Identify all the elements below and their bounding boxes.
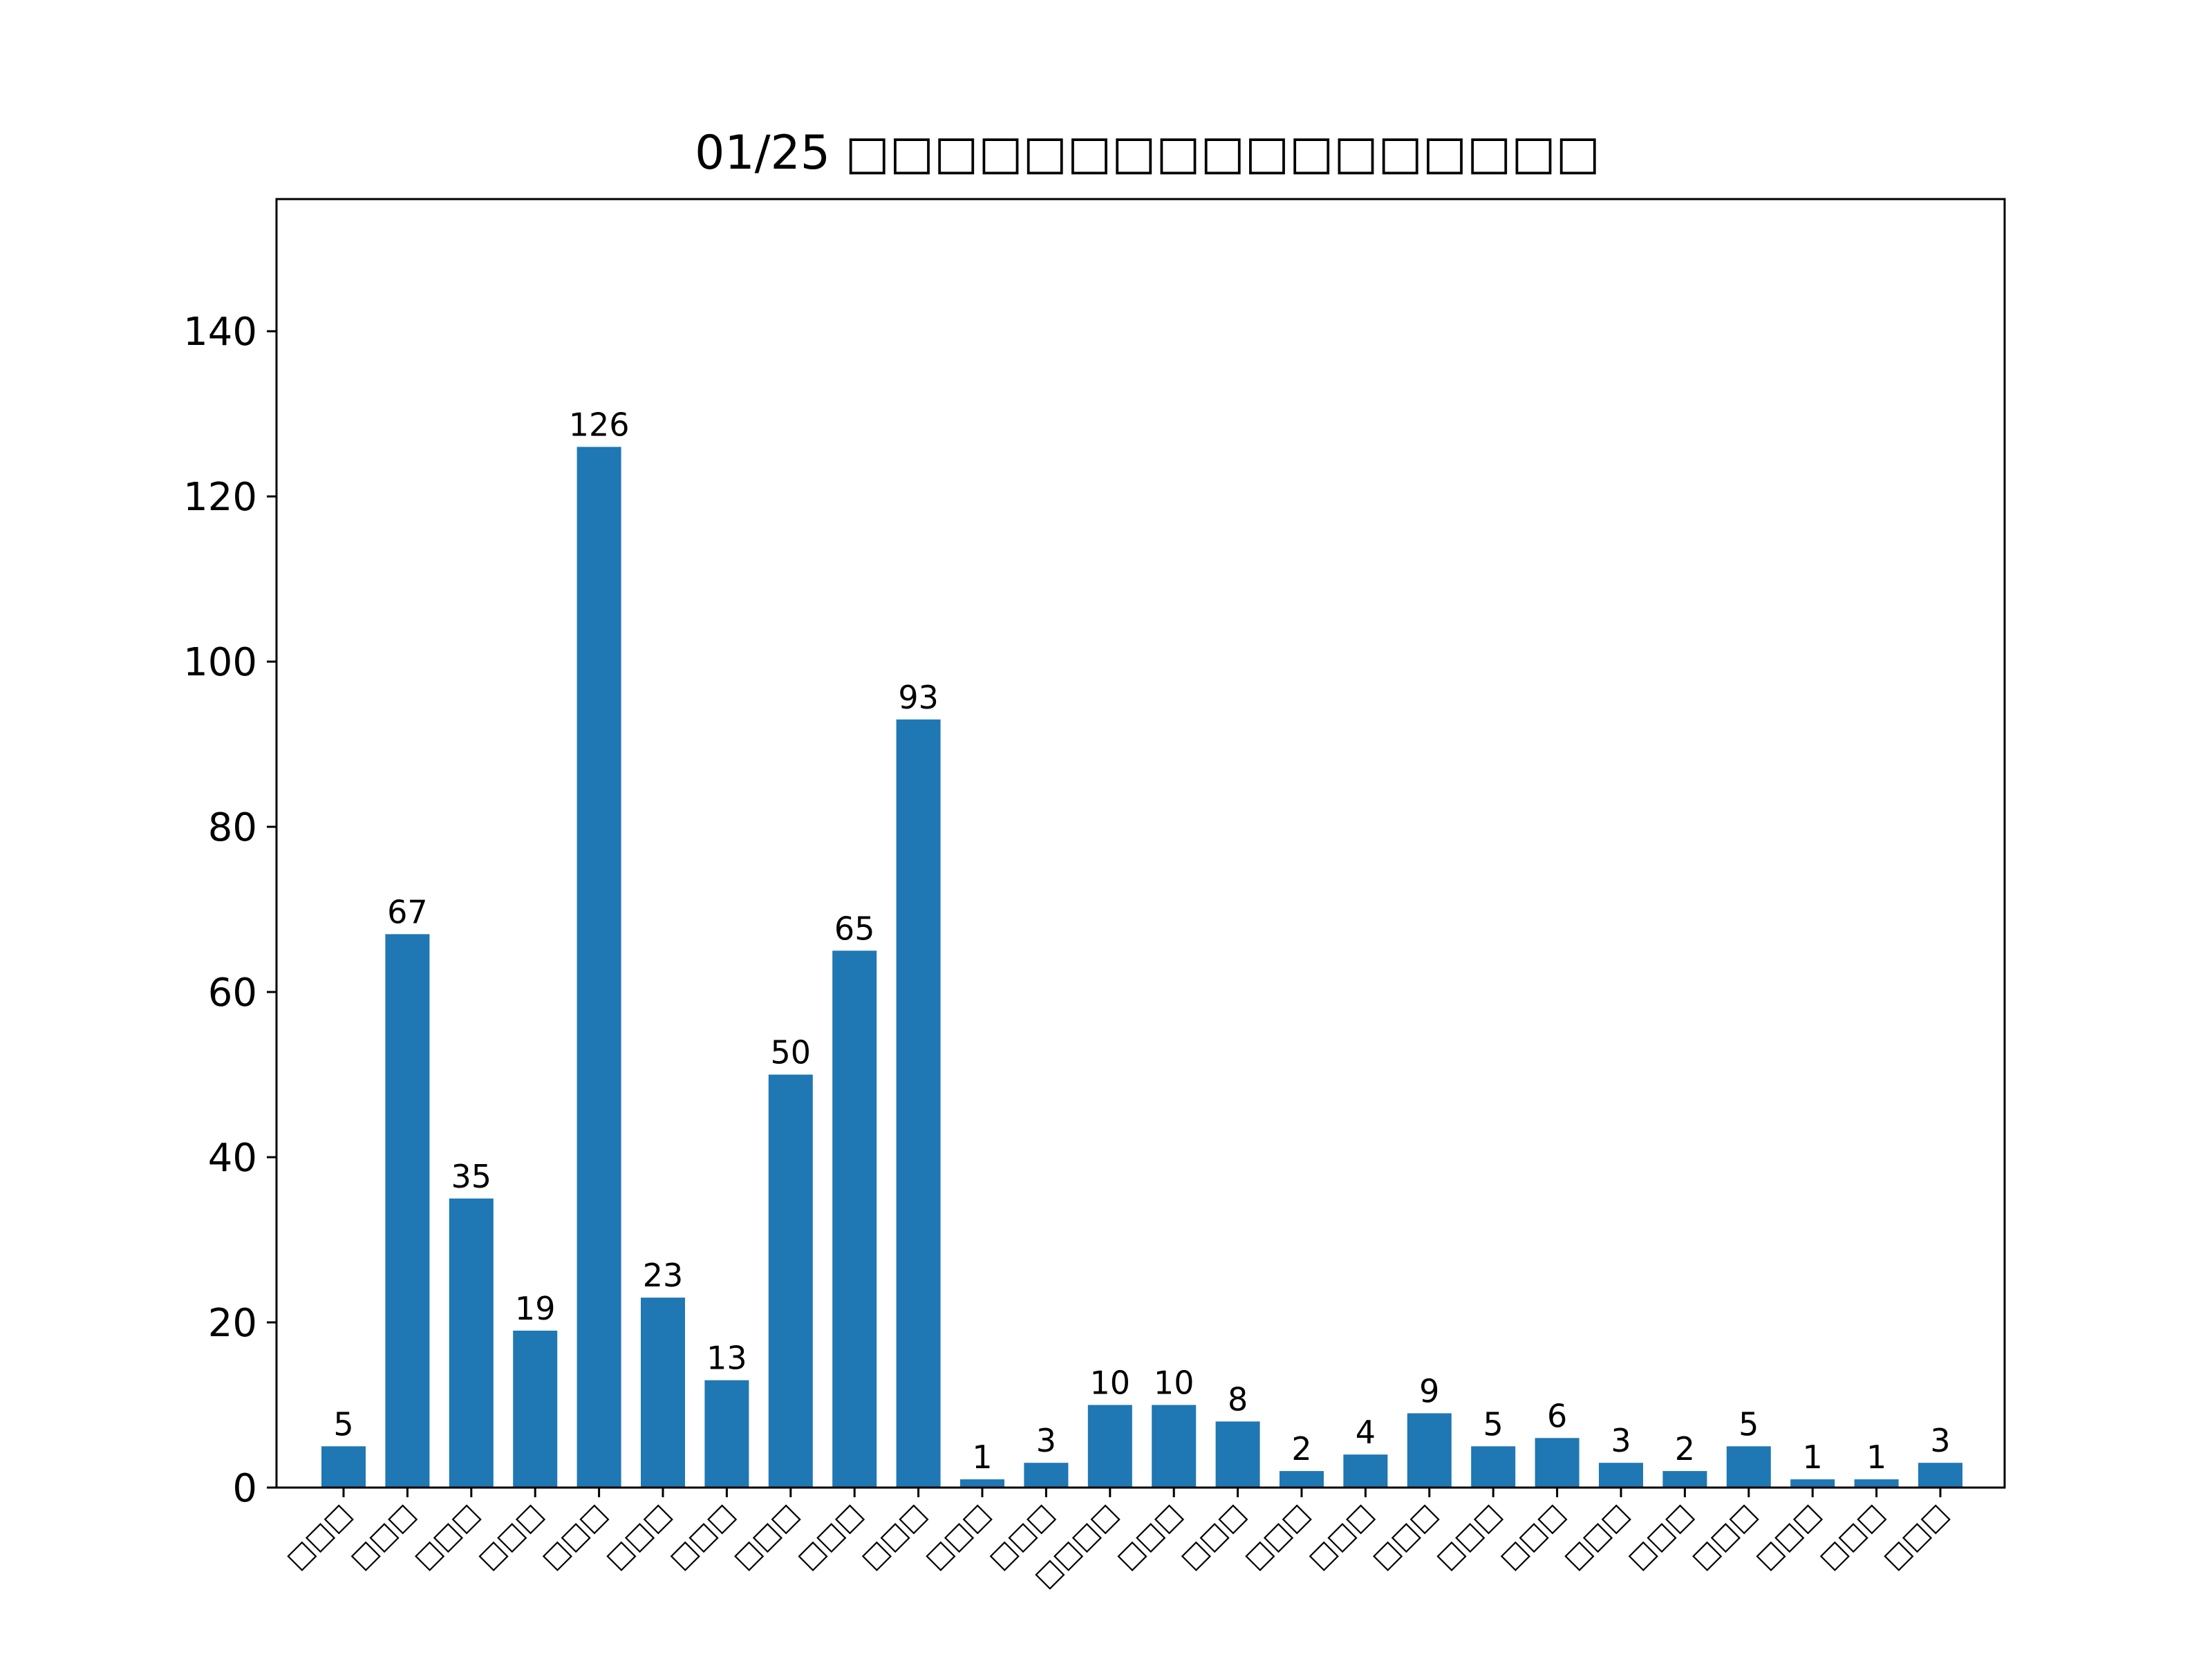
y-tick-label: 60 <box>208 971 257 1015</box>
bar-value-label: 10 <box>1090 1365 1131 1402</box>
bar-value-label: 1 <box>1803 1438 1823 1476</box>
bar-value-label: 5 <box>333 1405 353 1443</box>
bar <box>1024 1463 1069 1488</box>
bar <box>1280 1471 1324 1488</box>
y-tick-label: 140 <box>183 310 257 355</box>
x-tick-label: □□□ <box>1750 1498 1828 1576</box>
bar-value-label: 5 <box>1738 1405 1759 1443</box>
bar <box>385 934 430 1488</box>
y-tick-label: 0 <box>232 1466 257 1511</box>
bar <box>832 950 877 1488</box>
x-tick-label: □□□ <box>1622 1498 1700 1576</box>
bar-value-label: 13 <box>706 1340 747 1377</box>
bar-value-label: 3 <box>1930 1422 1950 1459</box>
x-tick-label: □□□ <box>280 1498 358 1576</box>
x-tick-label: □□□ <box>919 1498 997 1576</box>
y-axis: 0 20 40 60 80 100 120 140 <box>183 310 276 1511</box>
y-tick-label: 80 <box>208 805 257 850</box>
y-tick-label: 40 <box>208 1136 257 1181</box>
y-tick-label: 100 <box>183 640 257 685</box>
x-tick-label: □□□ <box>1685 1498 1763 1576</box>
bar-value-label: 2 <box>1675 1430 1695 1468</box>
bar <box>1599 1463 1643 1488</box>
bar-value-label: 19 <box>515 1290 556 1327</box>
bar-value-label: 3 <box>1611 1422 1631 1459</box>
bar <box>896 719 941 1488</box>
bar <box>1471 1446 1516 1488</box>
bar-value-label: 5 <box>1483 1405 1503 1443</box>
bar <box>1152 1405 1197 1488</box>
x-tick-label: □□□ <box>344 1498 422 1576</box>
bar <box>1087 1405 1132 1488</box>
bar-value-label: 50 <box>771 1034 812 1071</box>
bar-value-label: 93 <box>898 679 939 716</box>
bar-value-label: 4 <box>1356 1414 1376 1451</box>
bar-value-label: 1 <box>972 1438 992 1476</box>
bar-value-label: 1 <box>1866 1438 1886 1476</box>
x-tick-label: □□□ <box>1174 1498 1253 1576</box>
bar <box>960 1479 1004 1488</box>
x-tick-label: □□□ <box>1302 1498 1380 1576</box>
chart-title: 01/25 □□□□□□□□□□□□□□□□□ <box>695 126 1600 180</box>
y-tick-label: 120 <box>183 475 257 520</box>
bar-value-label: 67 <box>387 893 428 930</box>
bar <box>1918 1463 1962 1488</box>
y-tick-label: 20 <box>208 1301 257 1346</box>
bar <box>449 1198 494 1488</box>
bar <box>641 1297 685 1488</box>
x-tick-label: □□□ <box>791 1498 870 1576</box>
x-tick-label: □□□ <box>1813 1498 1891 1576</box>
bar <box>1407 1413 1452 1488</box>
x-tick-label: □□□ <box>536 1498 614 1576</box>
x-tick-label: □□□ <box>727 1498 805 1576</box>
bar <box>513 1331 558 1488</box>
bar-value-label: 10 <box>1154 1365 1194 1402</box>
bar <box>1726 1446 1771 1488</box>
bar <box>768 1074 813 1488</box>
bar <box>1662 1471 1707 1488</box>
x-tick-label: □□□ <box>1238 1498 1316 1576</box>
bar-value-label: 2 <box>1291 1430 1311 1468</box>
x-tick-label: □□□ <box>855 1498 933 1576</box>
bar <box>704 1380 749 1488</box>
x-tick-label: □□□ <box>1494 1498 1572 1576</box>
bar-value-label: 8 <box>1228 1380 1248 1418</box>
x-tick-label: □□□ <box>664 1498 742 1576</box>
x-tick-label: □□□ <box>1430 1498 1508 1576</box>
bar-value-label: 23 <box>643 1257 684 1294</box>
bar <box>321 1446 366 1488</box>
x-tick-label: □□□ <box>408 1498 486 1576</box>
bar <box>577 447 621 1488</box>
x-tick-label: □□□ <box>1877 1498 1955 1576</box>
x-tick-label: □□□ <box>599 1498 677 1576</box>
x-tick-label: □□□ <box>1557 1498 1635 1576</box>
bar <box>1215 1421 1260 1488</box>
bar-value-label: 6 <box>1547 1397 1567 1434</box>
x-tick-label: □□□ <box>472 1498 550 1576</box>
bar <box>1790 1479 1835 1488</box>
bar <box>1343 1454 1388 1488</box>
x-tick-label: □□□ <box>1111 1498 1189 1576</box>
x-axis: □□□□□□□□□□□□□□□□□□□□□□□□□□□□□□□□□□□□□□□□… <box>280 1488 1955 1594</box>
bar-value-label: 35 <box>451 1158 492 1195</box>
plot-frame <box>275 198 2006 1489</box>
bar-value-label: 65 <box>834 910 875 947</box>
bar-value-label: 126 <box>569 406 630 444</box>
bar <box>1854 1479 1899 1488</box>
bar-value-label: 9 <box>1419 1373 1439 1410</box>
x-tick-label: □□□ <box>1366 1498 1444 1576</box>
bar-value-label: 3 <box>1036 1422 1056 1459</box>
bar <box>1535 1438 1580 1488</box>
